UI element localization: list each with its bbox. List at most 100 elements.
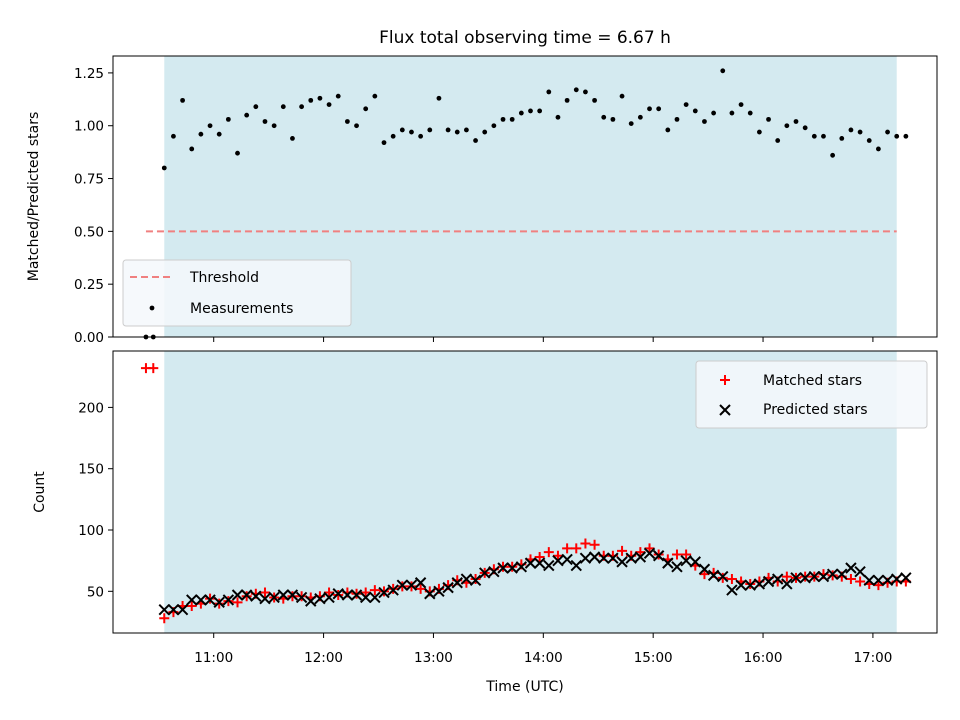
x-tick-label: 16:00	[744, 650, 783, 666]
legend-matched-swatch	[720, 375, 730, 385]
count-panel-frame	[112, 350, 938, 634]
measurement-point	[299, 104, 305, 110]
matched-star-point	[699, 569, 710, 580]
measurement-point	[592, 97, 597, 103]
count-y-axis-label: Count	[32, 471, 48, 513]
ratio-panel: 0.00 0.25 0.50 0.75 1.00 1.25 Matched/Predict…	[26, 55, 938, 346]
predicted-star-point	[167, 603, 180, 616]
predicted-star-point	[680, 554, 692, 567]
predicted-star-point	[588, 551, 601, 563]
predicted-star-point	[570, 559, 582, 572]
predicted-star-point	[231, 589, 244, 601]
measurement-point	[454, 129, 460, 135]
predicted-star-point	[195, 594, 207, 606]
measurement-point	[747, 110, 753, 116]
measurement-point	[271, 123, 277, 129]
measurement-point	[500, 116, 506, 122]
predicted-star-point	[625, 552, 637, 564]
predicted-star-point	[350, 589, 363, 601]
predicted-star-point	[222, 594, 235, 606]
ratio-legend-box	[122, 259, 352, 327]
predicted-star-point	[451, 577, 463, 589]
measurement-point	[610, 116, 616, 122]
measurement-point	[564, 97, 570, 103]
measurement-point	[903, 133, 909, 139]
matched-star-point	[324, 587, 335, 598]
matched-star-point	[232, 597, 243, 608]
x-tick-label: 15:00	[634, 650, 673, 666]
measurement-point	[473, 138, 478, 143]
predicted-star-point	[442, 581, 454, 594]
predicted-star-point	[771, 573, 784, 585]
legend-threshold-label: Threshold	[189, 270, 259, 286]
measurement-point	[491, 123, 497, 129]
measurement-point	[830, 152, 836, 158]
ratio-y-ticks: 0.00 0.25 0.50 0.75 1.00 1.25	[74, 66, 113, 346]
matched-star-point	[873, 580, 884, 591]
matched-star-point	[534, 551, 545, 562]
measurement-point	[308, 97, 314, 103]
measurement-point	[436, 95, 442, 101]
matched-star-point	[369, 585, 380, 596]
predicted-star-point	[698, 563, 711, 575]
predicted-star-point	[900, 572, 912, 584]
predicted-star-point	[250, 590, 262, 602]
predicted-star-point	[836, 568, 848, 580]
predicted-star-point	[497, 562, 509, 574]
matched-star-point	[781, 571, 792, 582]
predicted-star-point	[378, 586, 390, 599]
predicted-star-point	[176, 603, 189, 616]
measurement-point	[409, 129, 414, 135]
measurement-point	[811, 133, 817, 139]
measurement-point	[326, 102, 332, 107]
measurement-point	[729, 110, 735, 116]
predicted-star-point	[689, 556, 702, 568]
y-tick-label: 1.00	[74, 119, 104, 135]
predicted-star-point	[552, 554, 564, 567]
measurement-point	[372, 93, 378, 99]
measurement-point	[225, 116, 231, 122]
measurement-points	[143, 68, 909, 340]
matched-star-point	[671, 549, 682, 560]
predicted-star-point	[295, 591, 308, 604]
count-x-ticks: 11:00 12:00 13:00 14:00 15:00 16:00 17:00	[194, 633, 892, 666]
predicted-star-point	[332, 588, 344, 600]
measurement-point	[555, 114, 561, 120]
ratio-legend: Threshold Measurements	[122, 259, 352, 327]
measurement-point	[601, 114, 607, 120]
predicted-star-point	[891, 573, 903, 585]
predicted-star-point	[506, 562, 518, 574]
measurement-point	[692, 108, 698, 114]
measurement-point	[821, 133, 826, 139]
predicted-star-point	[286, 589, 299, 601]
y-tick-label: 100	[78, 523, 104, 539]
measurement-point	[793, 119, 799, 124]
measurement-point	[290, 135, 295, 141]
predicted-star-point	[433, 585, 445, 598]
predicted-star-point	[753, 578, 766, 590]
predicted-star-point	[799, 572, 811, 584]
measurement-point	[418, 133, 424, 139]
predicted-star-point	[533, 557, 546, 569]
measurement-point	[253, 104, 259, 110]
matched-star-point	[845, 574, 856, 585]
measurement-point	[775, 138, 781, 143]
measurement-point	[784, 123, 790, 129]
measurement-point	[665, 127, 671, 133]
legend-matched-label: Matched stars	[763, 373, 862, 389]
predicted-star-point	[579, 552, 592, 564]
x-tick-label: 12:00	[304, 650, 343, 666]
predicted-star-point	[863, 574, 875, 586]
matched-star-point	[589, 539, 600, 550]
predicted-star-point	[524, 557, 537, 569]
matched-star-point	[259, 587, 270, 598]
predicted-star-point	[808, 570, 821, 583]
predicted-star-point	[881, 574, 894, 586]
measurement-point	[857, 129, 863, 135]
measurement-point	[399, 127, 405, 133]
measurement-point	[280, 104, 286, 110]
measurement-point	[683, 102, 689, 107]
y-tick-label: 50	[87, 584, 104, 600]
predicted-star-point	[643, 547, 656, 560]
predicted-star-point	[240, 589, 253, 601]
